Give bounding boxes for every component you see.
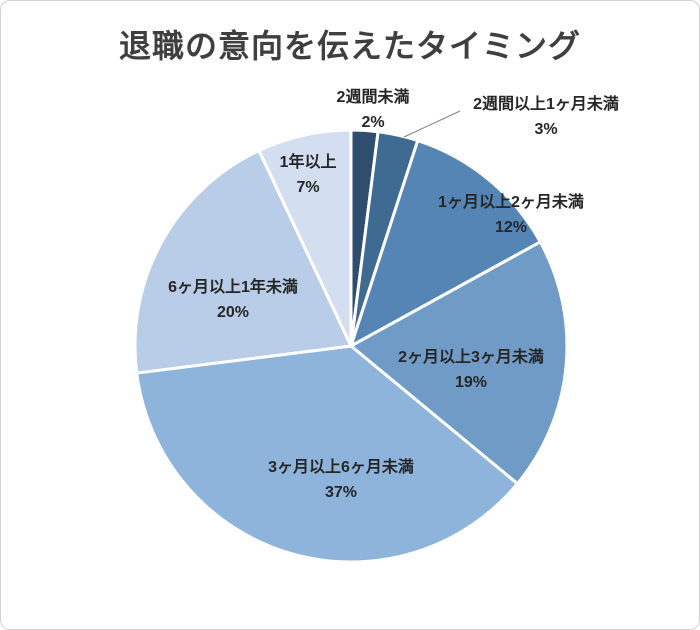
pie-slice — [133, 149, 353, 375]
pie-slice — [349, 139, 542, 348]
pie-slice — [135, 344, 519, 564]
pie-slice — [349, 240, 569, 486]
chart-title: 退職の意向を伝えたタイミング — [118, 28, 581, 64]
leader-line — [403, 110, 461, 138]
pie-slice — [257, 128, 353, 348]
